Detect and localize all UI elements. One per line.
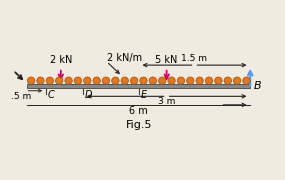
Circle shape [84,77,91,84]
Text: 2 kN: 2 kN [50,55,72,65]
Text: Fig.5: Fig.5 [125,120,152,130]
Circle shape [56,77,63,84]
Text: .5 m: .5 m [11,92,31,101]
Circle shape [149,77,156,84]
Circle shape [187,77,194,84]
Bar [27,84,250,88]
Circle shape [215,77,222,84]
Circle shape [177,77,185,84]
Text: 3 m: 3 m [158,97,175,106]
Circle shape [131,77,138,84]
Circle shape [121,77,129,84]
Circle shape [27,77,35,84]
Circle shape [205,77,213,84]
Text: 5 kN: 5 kN [155,55,178,65]
Circle shape [140,77,147,84]
Circle shape [233,77,241,84]
Circle shape [46,77,54,84]
Text: B: B [254,81,262,91]
Circle shape [158,77,166,84]
Text: 2 kN/m: 2 kN/m [107,53,142,63]
Circle shape [65,77,72,84]
Text: 6 m: 6 m [129,106,148,116]
Text: E: E [141,90,147,100]
Circle shape [102,77,110,84]
Circle shape [37,77,44,84]
Circle shape [243,77,250,84]
Circle shape [168,77,175,84]
Circle shape [112,77,119,84]
Circle shape [196,77,203,84]
Text: C: C [48,90,54,100]
Circle shape [93,77,100,84]
Circle shape [224,77,231,84]
Circle shape [74,77,82,84]
Text: D: D [85,90,92,100]
Text: 1.5 m: 1.5 m [182,54,207,63]
